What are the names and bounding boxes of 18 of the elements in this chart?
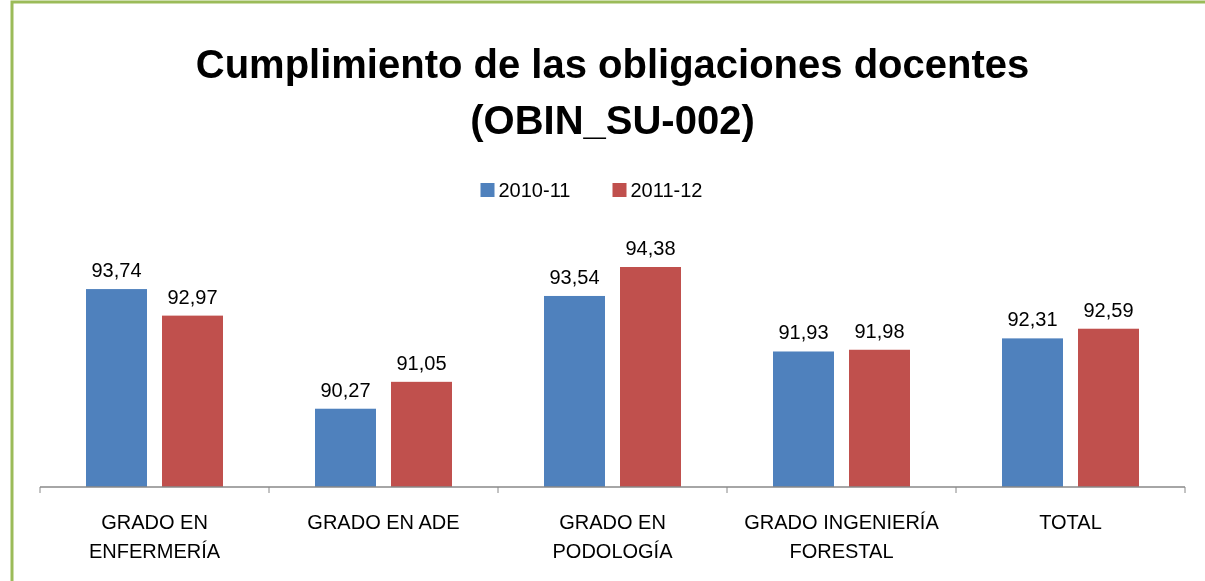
data-label: 94,38 — [625, 237, 676, 259]
x-tick-label: GRADO EN PODOLOGÍA — [552, 511, 674, 562]
data-label: 91,98 — [854, 319, 905, 342]
x-tick-label: GRADO EN ADE — [307, 511, 460, 533]
data-label: 92,97 — [167, 285, 218, 308]
data-label: 92,31 — [1007, 308, 1058, 331]
x-tick-label: GRADO INGENIERÍA FORESTAL — [744, 511, 940, 562]
data-label: 90,27 — [320, 378, 371, 401]
data-label: 91,05 — [396, 351, 447, 374]
x-tick-label: GRADO EN ENFERMERÍA — [88, 511, 221, 562]
legend-label: 2010-11 — [498, 179, 571, 201]
data-label: 92,59 — [1083, 298, 1134, 321]
data-label: 93,54 — [549, 265, 600, 288]
data-label: 91,93 — [778, 321, 829, 344]
chart-title: Cumplimiento de las obligaciones docentes (OBIN_SU-002) — [195, 42, 1030, 142]
data-label: 93,74 — [91, 259, 142, 282]
legend-label: 2011-12 — [630, 179, 703, 201]
x-tick-label: TOTAL — [1039, 511, 1102, 533]
